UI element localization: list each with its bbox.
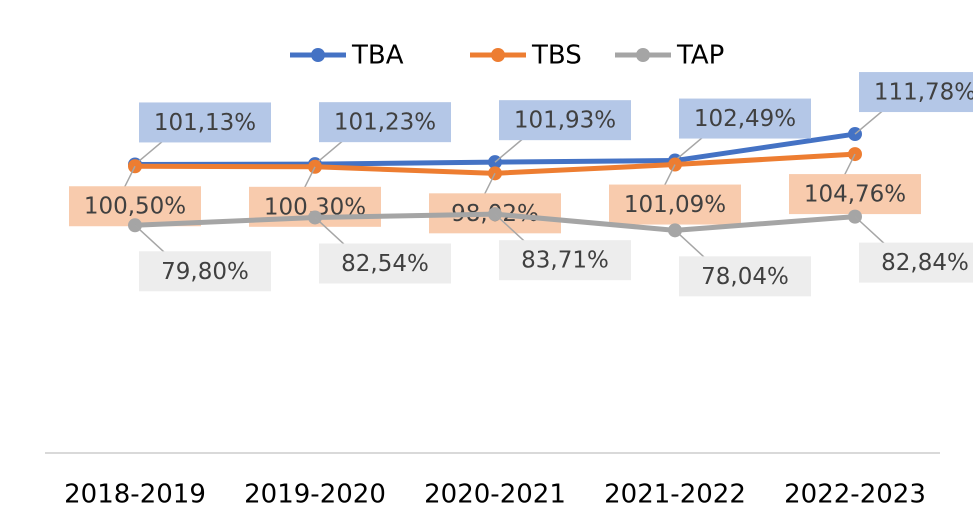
data-label: 102,49% <box>694 106 796 132</box>
data-label: 82,54% <box>341 251 429 277</box>
data-label: 101,09% <box>624 192 726 218</box>
x-tick-label: 2020-2021 <box>424 480 566 510</box>
data-label-box <box>499 100 631 141</box>
legend-marker <box>311 48 325 62</box>
data-label: 104,76% <box>804 182 906 208</box>
data-label: 111,78% <box>874 80 973 106</box>
data-label-box <box>679 98 811 139</box>
data-label: 101,23% <box>334 110 436 136</box>
x-tick-label: 2019-2020 <box>244 480 386 510</box>
data-label: 78,04% <box>701 264 789 290</box>
x-tick-label: 2022-2023 <box>784 480 926 510</box>
data-label-box <box>139 102 271 143</box>
data-label: 100,50% <box>84 194 186 220</box>
legend-marker <box>636 48 650 62</box>
data-label-box <box>499 240 631 281</box>
data-label: 83,71% <box>521 248 609 274</box>
data-label-box <box>789 174 921 215</box>
data-label: 101,93% <box>514 108 616 134</box>
data-label-box <box>859 72 973 113</box>
legend-label: TBA <box>351 41 404 71</box>
x-tick-label: 2021-2022 <box>604 480 746 510</box>
data-label: 82,84% <box>881 250 969 276</box>
data-label-box <box>319 102 451 143</box>
legend-label: TAP <box>676 41 724 71</box>
x-tick-label: 2018-2019 <box>64 480 206 510</box>
data-label: 79,80% <box>161 259 249 285</box>
data-label-box <box>679 256 811 297</box>
data-label-box <box>609 184 741 225</box>
data-label-box <box>319 243 451 284</box>
data-label-box <box>859 242 973 283</box>
legend-label: TBS <box>531 41 582 71</box>
legend-marker <box>491 48 505 62</box>
data-label-box <box>139 251 271 292</box>
data-label: 101,13% <box>154 110 256 136</box>
